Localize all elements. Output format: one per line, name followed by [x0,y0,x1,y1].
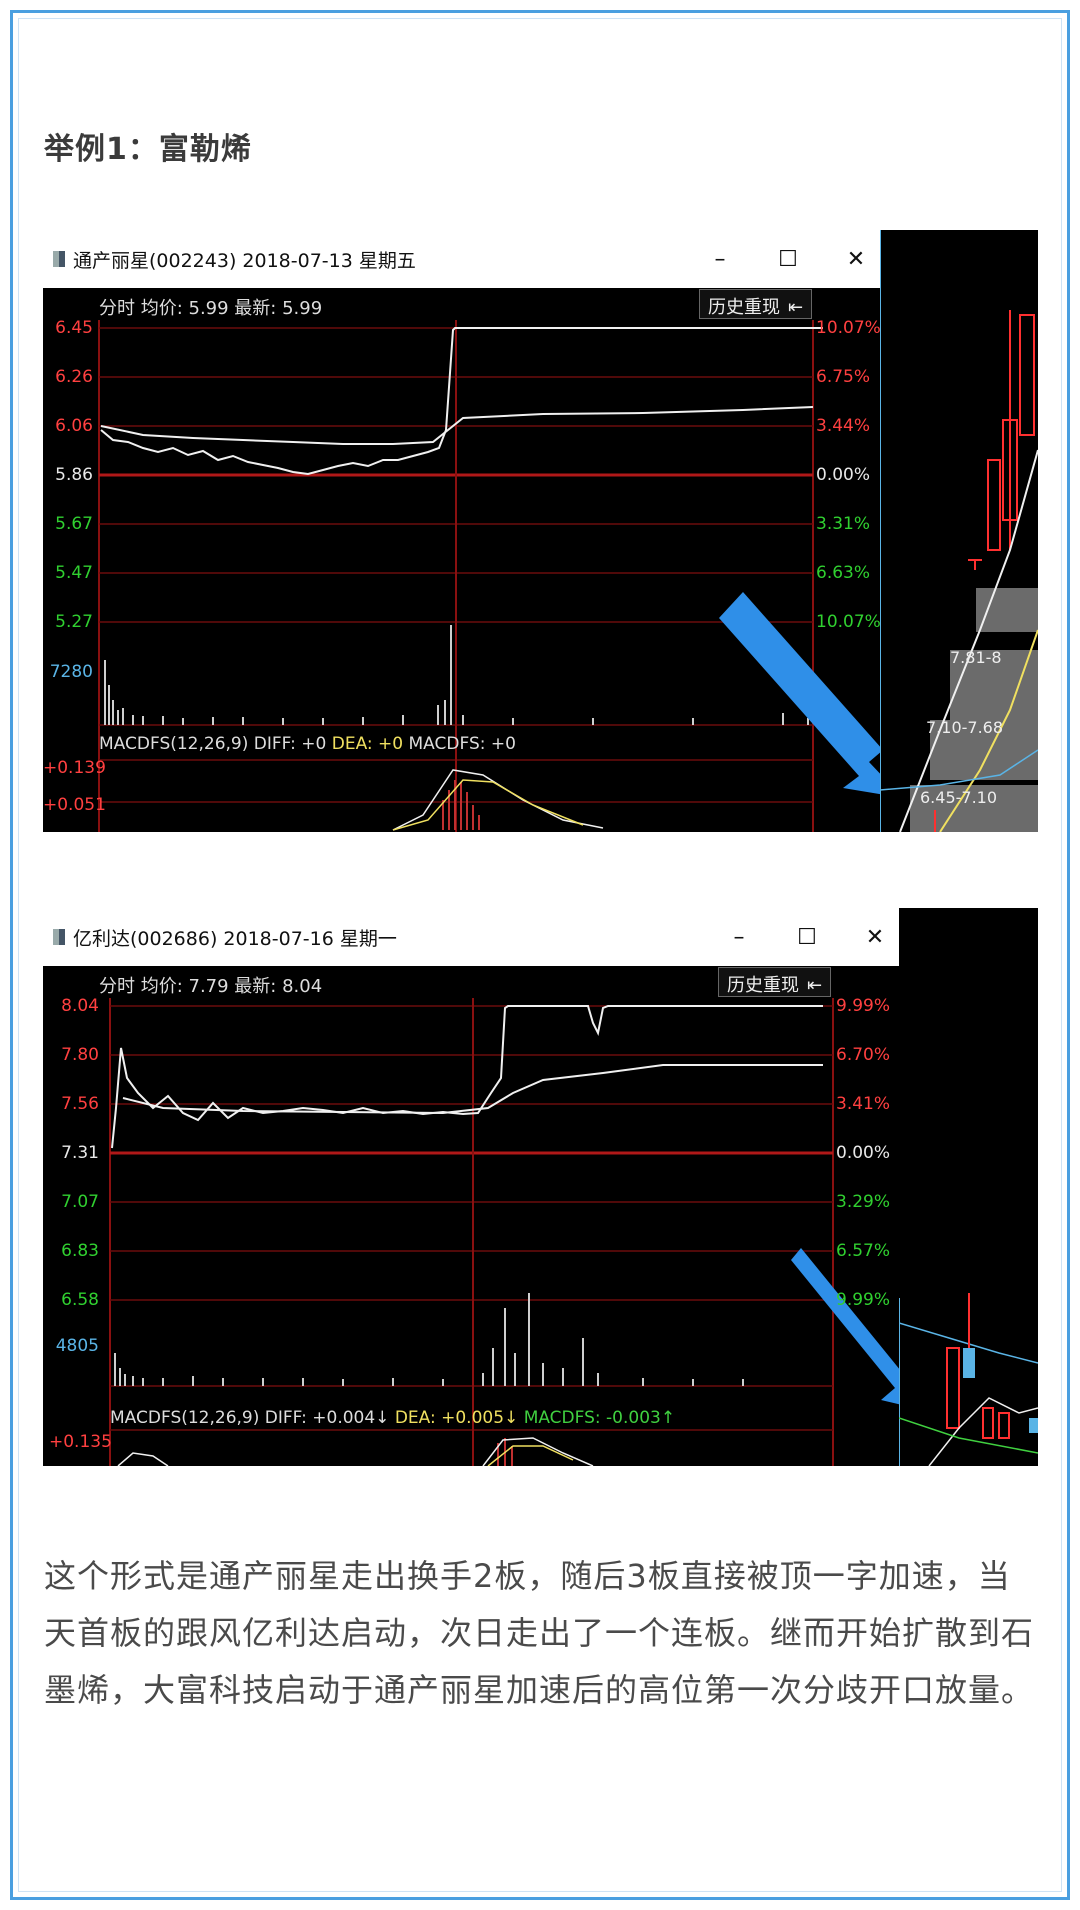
macd-diff: MACDFS(12,26,9) DIFF: +0 [99,734,327,754]
macd-header: MACDFS(12,26,9) DIFF: +0 DEA: +0 MACDFS:… [99,734,516,754]
left-axis-label: 5.86 [55,465,93,485]
left-axis-label: 6.83 [61,1241,99,1261]
macd-axis-label: +0.139 [43,758,106,778]
macd-dea: DEA: +0.005↓ [394,1408,519,1428]
right-axis-label: 3.29% [836,1192,891,1212]
left-axis-label: 6.26 [55,367,93,387]
app-icon [53,251,65,267]
left-axis-label: 6.06 [55,416,93,436]
right-axis-label: 0.00% [836,1143,891,1163]
left-axis-label: 5.27 [55,612,93,632]
left-axis-label: 5.47 [55,563,93,583]
history-replay-button[interactable]: 历史重现 ⇤ [699,289,813,319]
close-button[interactable]: ✕ [846,246,866,272]
right-axis-label: 6.75% [816,367,871,387]
chart-window: 通产丽星(002243) 2018-07-13 星期五 – ☐ ✕ 分时 均价:… [43,230,881,832]
right-axis-label: 6.57% [836,1241,891,1261]
back-arrow-icon: ⇤ [788,297,804,318]
price-range-label: 7.81-8 [950,648,1002,667]
macd-axis-label: +0.135 [49,1432,112,1452]
kline-svg [880,230,1038,832]
screenshot-tongchan-lixing: 通产丽星(002243) 2018-07-13 星期五 – ☐ ✕ 分时 均价:… [43,230,1038,832]
macd-fs: MACDFS: +0 [408,734,516,754]
right-axis-label: 3.31% [816,514,871,534]
intraday-chart-svg [109,998,899,1466]
price-range-label: 7.10-7.68 [926,718,1004,737]
macd-dea: DEA: +0 [331,734,404,754]
kline-svg [899,1293,1038,1466]
app-icon [53,929,65,945]
right-axis-label: 3.44% [816,416,871,436]
macd-fs: MACDFS: -0.003↑ [523,1408,676,1428]
chart-window: 亿利达(002686) 2018-07-16 星期一 – ☐ ✕ 分时 均价: … [43,908,899,1466]
right-axis-label: 9.99% [836,996,891,1016]
close-button[interactable]: ✕ [865,924,885,950]
macd-diff: MACDFS(12,26,9) DIFF: +0.004↓ [110,1408,390,1428]
back-arrow-icon: ⇤ [807,975,823,996]
history-replay-label: 历史重现 [727,975,799,996]
maximize-button[interactable]: ☐ [778,246,798,272]
right-axis-label: 3.41% [836,1094,891,1114]
screenshot-yilida: 亿利达(002686) 2018-07-16 星期一 – ☐ ✕ 分时 均价: … [43,908,1038,1466]
volume-axis-label: 7280 [49,662,93,682]
window-titlebar: 亿利达(002686) 2018-07-16 星期一 – ☐ ✕ [43,908,899,966]
left-axis-label: 6.58 [61,1290,99,1310]
right-axis-label: 9.99% [836,1290,891,1310]
left-axis-label: 5.67 [55,514,93,534]
intraday-chart-svg [98,320,880,832]
maximize-button[interactable]: ☐ [797,924,817,950]
history-replay-label: 历史重现 [708,297,780,318]
right-axis-label: 6.70% [836,1045,891,1065]
volume-axis-label: 4805 [55,1336,99,1356]
right-axis-label: 0.00% [816,465,871,485]
price-info: 分时 均价: 5.99 最新: 5.99 [99,298,323,319]
left-axis-label: 8.04 [61,996,99,1016]
left-axis-label: 7.80 [61,1045,99,1065]
article-paragraph: 这个形式是通产丽星走出换手2板，随后3板直接被顶一字加速，当天首板的跟风亿利达启… [44,1557,1035,1709]
window-titlebar: 通产丽星(002243) 2018-07-13 星期五 – ☐ ✕ [43,230,880,288]
left-axis-label: 7.31 [61,1143,99,1163]
minimize-button[interactable]: – [714,246,726,272]
right-axis-label: 10.07% [816,318,881,338]
info-bar: 分时 均价: 5.99 最新: 5.99 历史重现 ⇤ [43,288,880,320]
window-title: 亿利达(002686) 2018-07-16 星期一 [73,927,397,950]
left-axis-label: 7.56 [61,1094,99,1114]
section-heading: 举例1：富勒烯 [44,132,252,167]
price-range-label: 6.45-7.10 [920,788,998,807]
price-info: 分时 均价: 7.79 最新: 8.04 [99,976,323,997]
history-replay-button[interactable]: 历史重现 ⇤ [718,967,832,997]
right-axis-label: 6.63% [816,563,871,583]
macd-header: MACDFS(12,26,9) DIFF: +0.004↓ DEA: +0.00… [110,1408,675,1428]
macd-axis-label: +0.051 [43,795,106,815]
minimize-button[interactable]: – [733,924,745,950]
right-axis-label: 10.07% [816,612,881,632]
kline-panel: 7.81-8 7.10-7.68 6.45-7.10 [880,230,1038,832]
info-bar: 分时 均价: 7.79 最新: 8.04 历史重现 ⇤ [43,966,899,998]
window-title: 通产丽星(002243) 2018-07-13 星期五 [73,249,416,272]
kline-panel [899,908,1038,1466]
left-axis-label: 6.45 [55,318,93,338]
left-axis-label: 7.07 [61,1192,99,1212]
